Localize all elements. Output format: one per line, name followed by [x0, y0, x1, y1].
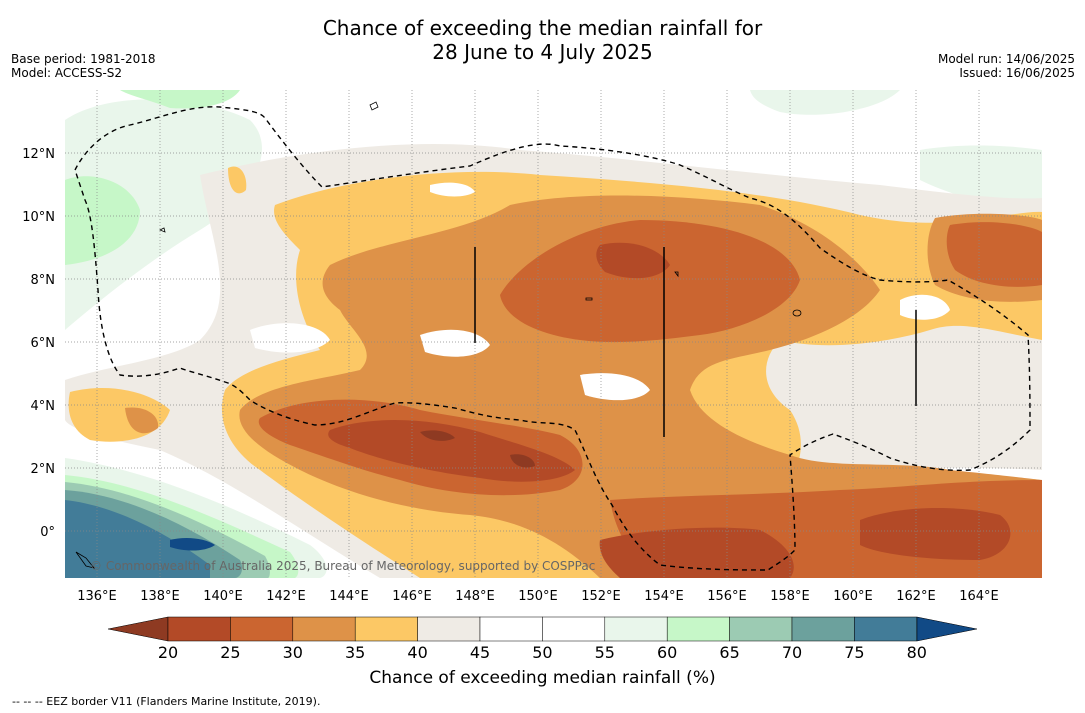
colorbar-tick-label: 20 [157, 643, 179, 662]
lon-tick-label: 136°E [77, 589, 117, 604]
colorbar-tick-label: 80 [906, 643, 927, 662]
colorbar-tick-label: 45 [469, 643, 491, 662]
map-title-line1: Chance of exceeding the median rainfall … [322, 16, 763, 40]
colorbar-cell [354, 616, 418, 642]
colorbar-cell [479, 616, 543, 642]
colorbar-tick-label: 65 [719, 643, 740, 662]
lat-tick-label: 0° [40, 525, 55, 540]
atoll-markers [474, 247, 917, 437]
longitude-labels: 136°E 138°E 140°E 142°E 144°E 146°E 148°E 150°E… [77, 589, 999, 604]
colorbar-low-arrow [107, 616, 169, 642]
colorbar-tick-label: 50 [532, 643, 553, 662]
colorbar-tick-label: 30 [282, 643, 303, 662]
colorbar-cell [230, 616, 294, 642]
lon-tick-label: 158°E [770, 589, 810, 604]
colorbar-cell [292, 616, 356, 642]
colorbar-cell [791, 616, 855, 642]
lon-tick-label: 164°E [959, 589, 999, 604]
colorbar-tick-label: 35 [345, 643, 366, 662]
lon-tick-label: 138°E [140, 589, 180, 604]
lat-tick-label: 6°N [31, 336, 56, 351]
colorbar-cell [666, 616, 730, 642]
colorbar-cell [604, 616, 668, 642]
model-run: Model run: 14/06/2025 [937, 52, 1075, 66]
lon-tick-label: 148°E [455, 589, 495, 604]
colorbar-tick-label: 40 [407, 643, 428, 662]
lat-tick-label: 10°N [22, 210, 55, 225]
rainfall-probability-field: © Commonwealth of Australia 2025, Bureau… [65, 90, 1042, 578]
colorbar-cell [167, 616, 231, 642]
colorbar-cell [417, 616, 481, 642]
base-period: Base period: 1981-2018 [11, 52, 156, 66]
colorbar-cell [542, 616, 606, 642]
lon-tick-label: 162°E [896, 589, 936, 604]
lon-tick-label: 144°E [329, 589, 369, 604]
copyright-notice: © Commonwealth of Australia 2025, Bureau… [90, 559, 595, 573]
colorbar-cell [729, 616, 793, 642]
lon-tick-label: 156°E [707, 589, 747, 604]
islands [75, 101, 802, 569]
lon-tick-label: 142°E [266, 589, 306, 604]
lon-tick-label: 154°E [644, 589, 684, 604]
lon-tick-label: 140°E [203, 589, 243, 604]
latitude-labels: 12°N 10°N 8°N 6°N 4°N 2°N 0° [22, 147, 55, 540]
colorbar-tick-label: 75 [844, 643, 865, 662]
lon-tick-label: 150°E [518, 589, 558, 604]
eez-legend-note: -- -- -- EEZ border V11 (Flanders Marine… [12, 695, 321, 708]
lat-tick-label: 8°N [31, 273, 56, 288]
colorbar-tick-label: 25 [220, 643, 241, 662]
lat-tick-label: 4°N [31, 399, 56, 414]
colorbar-tick-label: 55 [594, 643, 615, 662]
issued-date: Issued: 16/06/2025 [959, 66, 1075, 80]
lon-tick-label: 152°E [581, 589, 621, 604]
lon-tick-label: 146°E [392, 589, 432, 604]
lat-tick-label: 2°N [31, 462, 56, 477]
colorbar-title: Chance of exceeding median rainfall (%) [369, 668, 716, 688]
map-title-line2: 28 June to 4 July 2025 [432, 40, 653, 64]
eez-border [74, 106, 1031, 571]
colorbar-tick-label: 60 [657, 643, 678, 662]
colorbar [107, 616, 978, 642]
lon-tick-label: 160°E [833, 589, 873, 604]
colorbar-high-arrow [916, 616, 978, 642]
model-name: Model: ACCESS-S2 [11, 66, 123, 80]
colorbar-cell [854, 616, 918, 642]
colorbar-tick-label: 70 [781, 643, 803, 662]
lat-tick-label: 12°N [22, 147, 55, 162]
